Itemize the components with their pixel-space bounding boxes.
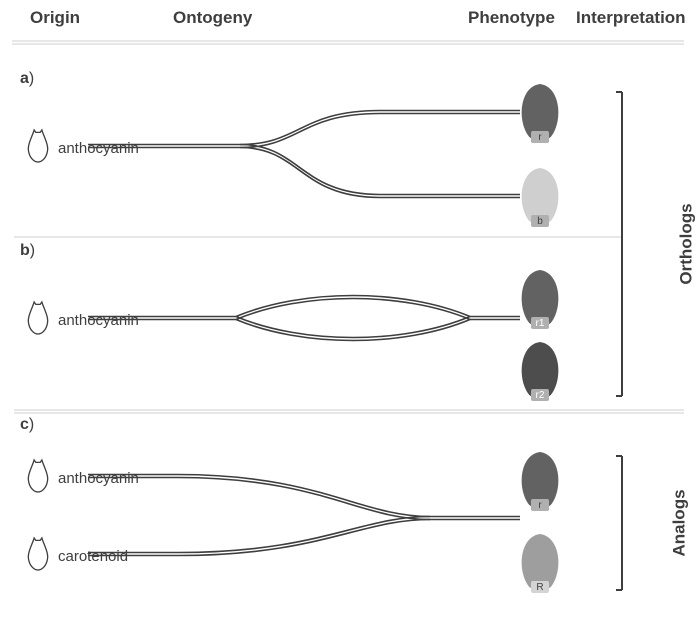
col-header-phenotype: Phenotype xyxy=(468,8,555,28)
origin-label: anthocyanin xyxy=(58,312,139,329)
svg-text:r1: r1 xyxy=(536,318,545,329)
svg-text:r: r xyxy=(538,500,542,511)
origin-label: anthocyanin xyxy=(58,470,139,487)
origin-label: anthocyanin xyxy=(58,140,139,157)
svg-text:b: b xyxy=(537,216,543,227)
svg-text:r2: r2 xyxy=(536,390,545,401)
panel-label-a: a) xyxy=(20,70,34,88)
panel-label-b: b) xyxy=(20,242,35,260)
interpretation-label: Analogs xyxy=(670,489,690,556)
interpretation-label: Orthologs xyxy=(677,203,697,284)
col-header-ontogeny: Ontogeny xyxy=(173,8,252,28)
svg-text:R: R xyxy=(536,582,543,593)
origin-label: carotenoid xyxy=(58,548,128,565)
panel-label-c: c) xyxy=(20,416,34,434)
col-header-interpretation: Interpretation xyxy=(576,8,686,28)
svg-text:r: r xyxy=(538,132,542,143)
col-header-origin: Origin xyxy=(30,8,80,28)
